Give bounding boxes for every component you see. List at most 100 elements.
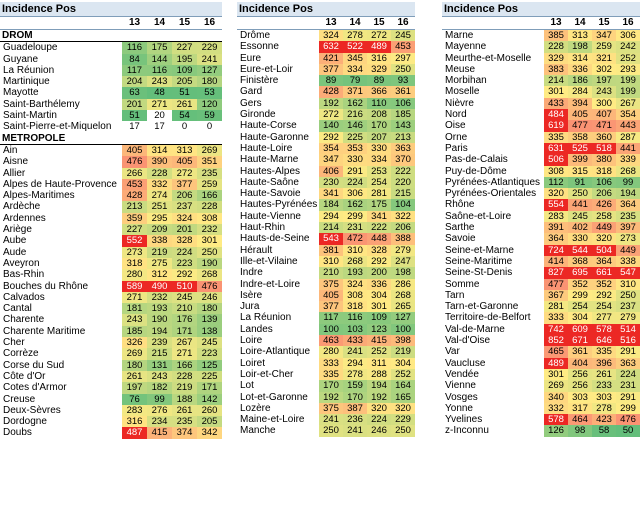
department-label: Ardèche xyxy=(3,201,41,213)
incidence-cell: 315 xyxy=(568,165,592,177)
incidence-cell: 99 xyxy=(147,393,172,405)
department-label: Rhône xyxy=(445,199,475,211)
table-row: Hérault 381 310 328 279 xyxy=(237,244,415,256)
incidence-cell: 415 xyxy=(367,335,391,347)
incidence-cell: 433 xyxy=(544,97,568,110)
incidence-cell: 205 xyxy=(172,76,197,88)
table-row: La Réunion 117 116 109 127 xyxy=(237,312,415,324)
table-row: Maine-et-Loire 241 236 224 229 xyxy=(237,414,415,426)
incidence-cell: 246 xyxy=(367,425,391,437)
incidence-cell: 192 xyxy=(319,97,343,110)
incidence-cell: 578 xyxy=(592,323,616,336)
table-row: Aveyron 318 275 223 190 xyxy=(0,257,222,270)
table-row: Gers 192 162 110 106 xyxy=(237,97,415,110)
incidence-cell: 116 xyxy=(343,312,367,324)
incidence-cell: 827 xyxy=(544,267,568,279)
table-title: Incidence Pos xyxy=(0,2,222,17)
incidence-cell: 146 xyxy=(343,120,367,132)
incidence-cell: 308 xyxy=(197,212,222,225)
incidence-cell: 109 xyxy=(367,312,391,324)
department-label: Seine-St-Denis xyxy=(445,267,513,279)
incidence-cell: 216 xyxy=(343,109,367,121)
incidence-cell: 228 xyxy=(147,167,172,179)
incidence-cell: 197 xyxy=(122,382,147,394)
table-row: Eure-et-Loir 377 334 329 250 xyxy=(237,63,415,76)
incidence-cell: 20 xyxy=(154,110,165,122)
table-row: Yonne 332 317 278 299 xyxy=(442,402,640,415)
incidence-cell: 364 xyxy=(616,199,640,211)
incidence-cell: 544 xyxy=(568,244,592,256)
incidence-cell: 342 xyxy=(197,427,222,439)
incidence-cell: 142 xyxy=(197,393,222,405)
incidence-cell: 334 xyxy=(343,63,367,76)
incidence-cell: 421 xyxy=(319,52,343,64)
table-row: Lot-et-Garonne 192 170 192 165 xyxy=(237,391,415,403)
table-row: Saint-Pierre-et-Miquelon 17 17 0 0 xyxy=(0,121,222,132)
incidence-cell: 190 xyxy=(147,314,172,326)
incidence-cell: 308 xyxy=(544,165,568,177)
incidence-cell: 377 xyxy=(319,63,343,76)
incidence-cell: 661 xyxy=(592,267,616,279)
incidence-cell: 223 xyxy=(172,257,197,270)
incidence-cell: 324 xyxy=(319,30,343,42)
incidence-cell: 476 xyxy=(122,156,147,168)
incidence-cell: 214 xyxy=(319,222,343,234)
incidence-cell: 127 xyxy=(197,64,222,77)
incidence-cell: 207 xyxy=(367,131,391,143)
department-label: Nièvre xyxy=(445,97,474,109)
table-row: Côte d'Or 261 243 228 225 xyxy=(0,370,222,383)
incidence-cell: 385 xyxy=(544,30,568,42)
table-row: Creuse 76 99 188 142 xyxy=(0,393,222,405)
incidence-cell: 338 xyxy=(147,235,172,247)
department-label: Essonne xyxy=(240,41,279,53)
incidence-cell: 299 xyxy=(568,289,592,302)
incidence-cell: 205 xyxy=(197,416,222,428)
department-label: Charente xyxy=(3,314,45,326)
department-label: z-Inconnu xyxy=(445,425,489,437)
incidence-cell: 330 xyxy=(568,233,592,245)
incidence-cell: 104 xyxy=(391,199,415,211)
incidence-cell: 106 xyxy=(592,176,616,189)
incidence-cell: 695 xyxy=(568,267,592,279)
department-label: Bas-Rhin xyxy=(3,269,45,281)
table-row: Lozère 375 387 320 320 xyxy=(237,402,415,415)
incidence-cell: 303 xyxy=(568,391,592,403)
department-label: Oise xyxy=(445,120,466,132)
incidence-cell: 144 xyxy=(147,53,172,65)
table-row: Saint-Barthélemy 201 271 261 120 xyxy=(0,98,222,111)
incidence-cell: 283 xyxy=(544,210,568,223)
incidence-cell: 224 xyxy=(367,414,391,426)
incidence-cell: 260 xyxy=(197,404,222,417)
incidence-cell: 190 xyxy=(197,257,222,270)
incidence-cell: 127 xyxy=(391,312,415,324)
incidence-cell: 250 xyxy=(391,63,415,76)
incidence-cell: 407 xyxy=(592,109,616,121)
incidence-cell: 235 xyxy=(616,210,640,223)
table-row: Corrèze 269 215 271 223 xyxy=(0,348,222,360)
table-row: Sarthe 391 402 449 397 xyxy=(442,222,640,234)
incidence-cell: 589 xyxy=(122,280,147,292)
table-row: Aube 552 338 328 301 xyxy=(0,235,222,247)
department-label: Tarn-et-Garonne xyxy=(445,301,519,313)
incidence-cell: 140 xyxy=(319,120,343,132)
incidence-cell: 336 xyxy=(568,63,592,76)
incidence-cell: 253 xyxy=(367,165,391,177)
incidence-cell: 258 xyxy=(592,210,616,223)
incidence-cell: 547 xyxy=(616,267,640,279)
incidence-cell: 280 xyxy=(122,269,147,281)
table-row: Martinique 204 243 205 180 xyxy=(0,76,222,88)
incidence-cell: 304 xyxy=(568,312,592,324)
incidence-cell: 324 xyxy=(343,278,367,290)
incidence-cell: 63 xyxy=(122,87,147,99)
incidence-cell: 227 xyxy=(172,42,197,54)
incidence-cell: 428 xyxy=(122,190,147,202)
incidence-cell: 368 xyxy=(568,255,592,268)
incidence-cell: 193 xyxy=(343,267,367,279)
incidence-cell: 313 xyxy=(568,30,592,42)
department-label: Corse du Sud xyxy=(3,359,65,371)
incidence-cell: 250 xyxy=(568,188,592,200)
table-row: Eure 421 345 316 297 xyxy=(237,52,415,64)
department-label: La Réunion xyxy=(240,312,292,324)
incidence-cell: 193 xyxy=(147,303,172,315)
incidence-cell: 398 xyxy=(391,335,415,347)
